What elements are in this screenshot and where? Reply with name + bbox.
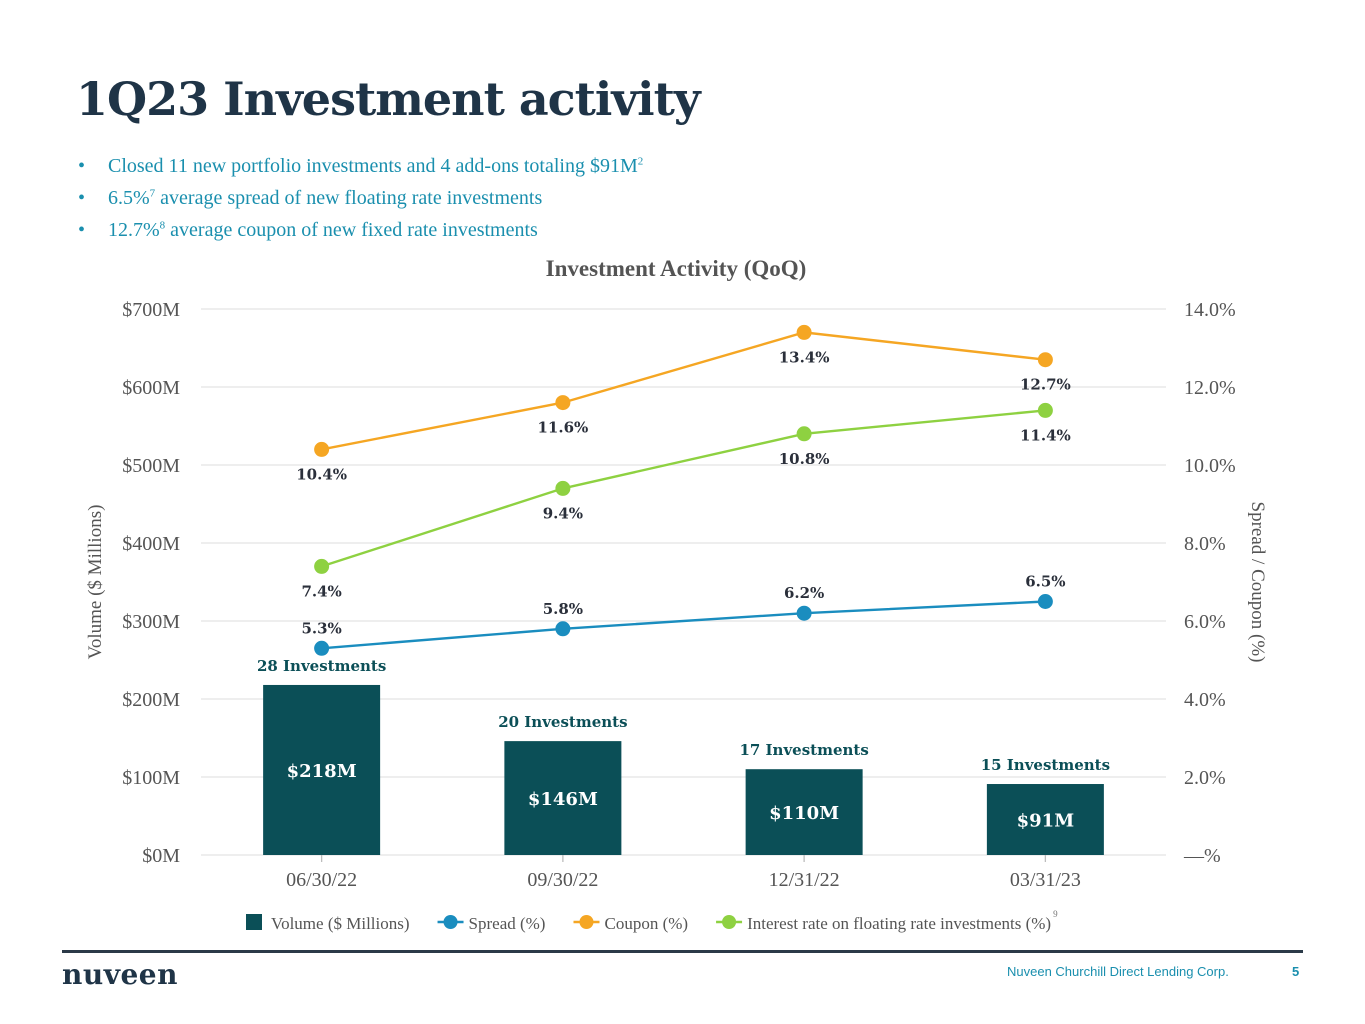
x-tick-label: 09/30/22: [527, 869, 598, 891]
right-tick-label: 4.0%: [1184, 689, 1226, 711]
investment-count-label: 20 Investments: [498, 713, 627, 731]
investment-activity-chart: $0M $100M $200M $300M $400M $500M $600M $700M —…: [85, 299, 1268, 933]
footer-divider: [62, 950, 1303, 953]
data-point-label: 10.8%: [779, 450, 830, 468]
bullet-item: • Closed 11 new portfolio investments and…: [78, 150, 643, 182]
bar-value-label: $91M: [1017, 811, 1075, 832]
chart-title: Investment Activity (QoQ): [545, 256, 807, 281]
legend-label: Interest rate on floating rate investmen…: [747, 914, 1051, 933]
data-point-label: 6.2%: [784, 584, 824, 602]
bullet-item: • 6.5%7 average spread of new floating ra…: [78, 182, 643, 214]
bar-value-label: $110M: [769, 803, 839, 824]
bullet-text: 6.5%: [108, 187, 150, 209]
page-number: 5: [1292, 964, 1300, 979]
page-title: 1Q23 Investment activity: [76, 72, 701, 126]
data-point-label: 5.8%: [543, 600, 583, 618]
bullet-dot: •: [78, 219, 86, 241]
legend-marker: [579, 915, 594, 929]
left-tick-label: $400M: [122, 533, 180, 555]
bullet-text-after: average spread of new floating rate inve…: [155, 187, 543, 209]
bullet-text: Closed 11 new portfolio investments and …: [108, 155, 638, 177]
bar-value-label: $218M: [287, 761, 357, 782]
footnote-ref: 8: [159, 219, 166, 232]
left-tick-label: $500M: [122, 455, 180, 477]
volume-bar: [504, 741, 622, 855]
series-line: [321, 600, 1046, 650]
left-axis-label: Volume ($ Millions): [85, 505, 106, 660]
data-point-label: 7.4%: [301, 582, 341, 600]
data-point: [1037, 352, 1053, 368]
data-point: [1037, 402, 1053, 418]
volume-bar: [263, 684, 381, 855]
x-axis-ticks: 06/30/22 09/30/22 12/31/22 03/31/23: [286, 855, 1081, 891]
legend-label: Volume ($ Millions): [271, 914, 410, 933]
investment-count-label: 17 Investments: [739, 741, 868, 759]
data-point: [314, 558, 330, 574]
right-tick-label: 2.0%: [1184, 767, 1226, 789]
bullet-dot: •: [78, 187, 86, 209]
x-tick-label: 03/31/23: [1010, 869, 1081, 891]
legend-footnote: 9: [1053, 909, 1058, 919]
left-tick-label: $700M: [122, 299, 180, 321]
bullet-text: 12.7%: [108, 219, 160, 241]
left-axis-ticks: $0M $100M $200M $300M $400M $500M $600M $700M: [122, 299, 180, 867]
data-point-label: 5.3%: [301, 619, 341, 637]
bullet-dot: •: [78, 155, 86, 177]
x-tick-label: 06/30/22: [286, 869, 357, 891]
chart-legend: Volume ($ Millions) Spread (%) Coupon (%) I…: [246, 909, 1058, 933]
x-tick-label: 12/31/22: [769, 869, 840, 891]
right-axis-label: Spread / Coupon (%): [1247, 502, 1268, 663]
volume-bar: [986, 784, 1104, 855]
volume-bars: $218M 28 Investments $146M 20 Investments $1…: [257, 657, 1110, 855]
volume-bar: [745, 769, 863, 855]
data-point-label: 12.7%: [1020, 376, 1071, 394]
investment-count-label: 28 Investments: [257, 657, 386, 675]
data-point: [796, 426, 812, 442]
legend-swatch-volume: [246, 914, 262, 930]
legend-marker: [443, 915, 458, 929]
right-tick-label: 12.0%: [1184, 377, 1236, 399]
bullet-item: • 12.7%8 average coupon of new fixed rate…: [78, 214, 643, 246]
right-tick-label: —%: [1183, 845, 1221, 867]
right-tick-label: 10.0%: [1184, 455, 1236, 477]
rate-lines: 5.3% 5.8% 6.2% 6.5% 10.4% 11.6% 13.4% 12.7% 7.4%…: [296, 324, 1071, 656]
footnote-ref: 7: [149, 187, 156, 200]
bar-value-label: $146M: [528, 789, 598, 810]
left-tick-label: $0M: [142, 845, 180, 867]
legend-marker: [722, 915, 737, 929]
data-point-label: 11.6%: [537, 419, 588, 437]
footnote-ref: 2: [637, 155, 644, 168]
summary-bullets: • Closed 11 new portfolio investments and…: [78, 150, 643, 246]
right-tick-label: 14.0%: [1184, 299, 1236, 321]
left-tick-label: $200M: [122, 689, 180, 711]
bullet-text-after: average coupon of new fixed rate investm…: [165, 219, 538, 241]
series-line: [321, 409, 1046, 568]
right-tick-label: 6.0%: [1184, 611, 1226, 633]
legend-label: Coupon (%): [604, 914, 688, 933]
left-tick-label: $600M: [122, 377, 180, 399]
right-axis-ticks: —% 2.0% 4.0% 6.0% 8.0% 10.0% 12.0% 14.0%: [1183, 299, 1236, 867]
data-point-label: 13.4%: [779, 348, 830, 366]
data-point: [555, 480, 571, 496]
left-tick-label: $100M: [122, 767, 180, 789]
data-point-label: 11.4%: [1020, 426, 1071, 444]
data-point: [555, 395, 571, 411]
data-point-label: 6.5%: [1025, 573, 1065, 591]
series-line: [321, 331, 1046, 451]
data-point: [555, 621, 571, 637]
data-point: [796, 324, 812, 340]
data-point: [796, 605, 812, 621]
footer-company-name: Nuveen Churchill Direct Lending Corp.: [1007, 964, 1229, 979]
legend-label: Spread (%): [469, 914, 546, 933]
data-point: [1037, 594, 1053, 609]
right-tick-label: 8.0%: [1184, 533, 1226, 555]
data-point: [314, 640, 330, 656]
data-point-label: 10.4%: [296, 465, 347, 483]
data-point-label: 9.4%: [543, 504, 583, 522]
data-point: [314, 441, 330, 457]
nuveen-logo: nuveen: [62, 958, 178, 991]
investment-count-label: 15 Investments: [981, 756, 1110, 774]
left-tick-label: $300M: [122, 611, 180, 633]
